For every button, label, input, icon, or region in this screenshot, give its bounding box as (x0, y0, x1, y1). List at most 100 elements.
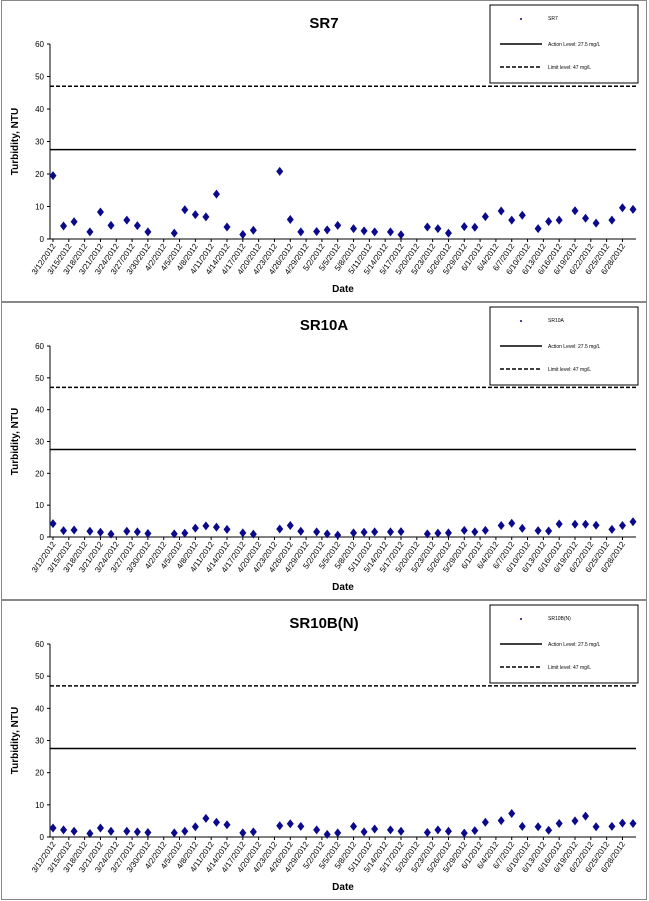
chart-3-data-point (49, 823, 57, 833)
chart-1-data-point (471, 222, 479, 232)
chart-1-data-point (360, 226, 368, 236)
chart-2-legend-entry: SR10A (548, 318, 565, 324)
chart-1-data-point (212, 189, 220, 199)
chart-1-data-point (297, 227, 305, 237)
chart-2-data-point (497, 521, 505, 531)
chart-1-data-point (534, 224, 542, 234)
chart-3-data-point (592, 822, 600, 832)
chart-1-data-point (144, 227, 152, 237)
chart-3-legend-entry: SR10B(N) (548, 616, 571, 622)
chart-3-data-point (223, 820, 231, 830)
chart-3-data-point (386, 825, 394, 835)
chart-2-data-point (276, 524, 284, 534)
chart-3-data-point (423, 827, 431, 837)
chart-1-data-point (555, 215, 563, 225)
chart-2-y-tick-label: 30 (35, 438, 44, 447)
chart-1-legend-marker (520, 18, 522, 20)
chart-3-data-point (286, 819, 294, 829)
chart-2-title: SR10A (300, 317, 349, 334)
chart-1-data-point (202, 212, 210, 222)
chart-3-data-point (133, 827, 141, 837)
chart-1-y-tick-label: 20 (35, 170, 44, 179)
chart-1-data-point (70, 217, 78, 227)
chart-1-data-point (460, 222, 468, 232)
chart-2-data-point (323, 529, 331, 539)
chart-3-data-point (191, 822, 199, 832)
chart-2-data-point (444, 528, 452, 538)
chart-2-data-point (371, 527, 379, 537)
chart-3-panel: SR10B(N) 0 10 20 30 40 50 60 Turbidity, NTU 3/12/… (1, 600, 647, 900)
chart-2-data-point (60, 526, 68, 536)
chart-2-y-axis-label: Turbidity, NTU (10, 408, 21, 475)
chart-2-data-point (297, 526, 305, 536)
chart-1-y-tick-label: 50 (35, 73, 44, 82)
chart-1-data-point (434, 224, 442, 234)
chart-2-data-point (202, 521, 210, 531)
chart-1-data-point (497, 206, 505, 216)
chart-2-data-point (460, 525, 468, 535)
chart-1-data-point (96, 207, 104, 217)
chart-2-data-point (191, 523, 199, 533)
chart-1-data-point (592, 218, 600, 228)
chart-1-data-point (481, 212, 489, 222)
chart-2-legend-entry: Limit level: 47 mg/L (548, 367, 591, 373)
chart-1-data-point (107, 220, 115, 230)
chart-1-data-point (313, 227, 321, 237)
chart-2-data-point (223, 524, 231, 534)
chart-3-data-point (608, 821, 616, 831)
chart-1-data-point (423, 222, 431, 232)
chart-2-data-point (334, 530, 342, 540)
chart-2-data-point (249, 529, 257, 539)
chart-1-data-point (397, 230, 405, 240)
chart-3-legend-entry: Action Level: 27.5 mg/L (548, 642, 600, 648)
chart-1-data-point (582, 213, 590, 223)
chart-1-data-point (86, 227, 94, 237)
chart-3-data-point (434, 825, 442, 835)
chart-1-y-tick-label: 60 (35, 40, 44, 49)
chart-2-data-point (107, 529, 115, 539)
chart-2-data-point (555, 519, 563, 529)
chart-2-y-tick-label: 10 (35, 501, 44, 510)
chart-2-data-point (86, 526, 94, 536)
chart-1-data-point (508, 215, 516, 225)
chart-3-data-point (181, 826, 189, 836)
chart-1-data-point (191, 210, 199, 220)
chart-1-x-axis-label: Date (332, 284, 354, 295)
chart-1-legend-entry: Action Level: 27.5 mg/L (548, 42, 600, 48)
chart-2-data-point (239, 528, 247, 538)
chart-3-data-point (444, 826, 452, 836)
chart-1-data-point (223, 222, 231, 232)
chart-3-y-tick-label: 60 (35, 640, 44, 649)
chart-3-data-point (107, 826, 115, 836)
chart-3-data-point (123, 826, 131, 836)
chart-3-data-point (202, 813, 210, 823)
chart-3-data-point (508, 809, 516, 819)
chart-3-data-point (144, 827, 152, 837)
chart-1-y-tick-label: 10 (35, 203, 44, 212)
chart-2-data-point (434, 528, 442, 538)
chart-3-data-point (481, 817, 489, 827)
chart-2-data-point (386, 527, 394, 537)
chart-1-legend-entry: SR7 (548, 16, 558, 22)
chart-3-y-tick-label: 50 (35, 672, 44, 681)
chart-2-data-point (144, 528, 152, 538)
chart-1-data-point (571, 206, 579, 216)
chart-1-data-point (170, 228, 178, 238)
chart-3-data-point (618, 818, 626, 828)
chart-3-data-point (276, 821, 284, 831)
chart-3-data-point (350, 821, 358, 831)
chart-3-data-point (397, 826, 405, 836)
chart-1-data-point (334, 220, 342, 230)
chart-2-data-point (481, 525, 489, 535)
chart-3-data-point (360, 827, 368, 837)
chart-3-legend-entry: Limit level: 47 mg/L (548, 665, 591, 671)
chart-3-data-point (313, 825, 321, 835)
chart-2-data-point (471, 527, 479, 537)
chart-3-data-point (545, 825, 553, 835)
chart-1-title: SR7 (309, 15, 338, 32)
chart-2-data-point (534, 526, 542, 536)
chart-1-data-point (629, 204, 637, 214)
chart-1-data-point (323, 225, 331, 235)
